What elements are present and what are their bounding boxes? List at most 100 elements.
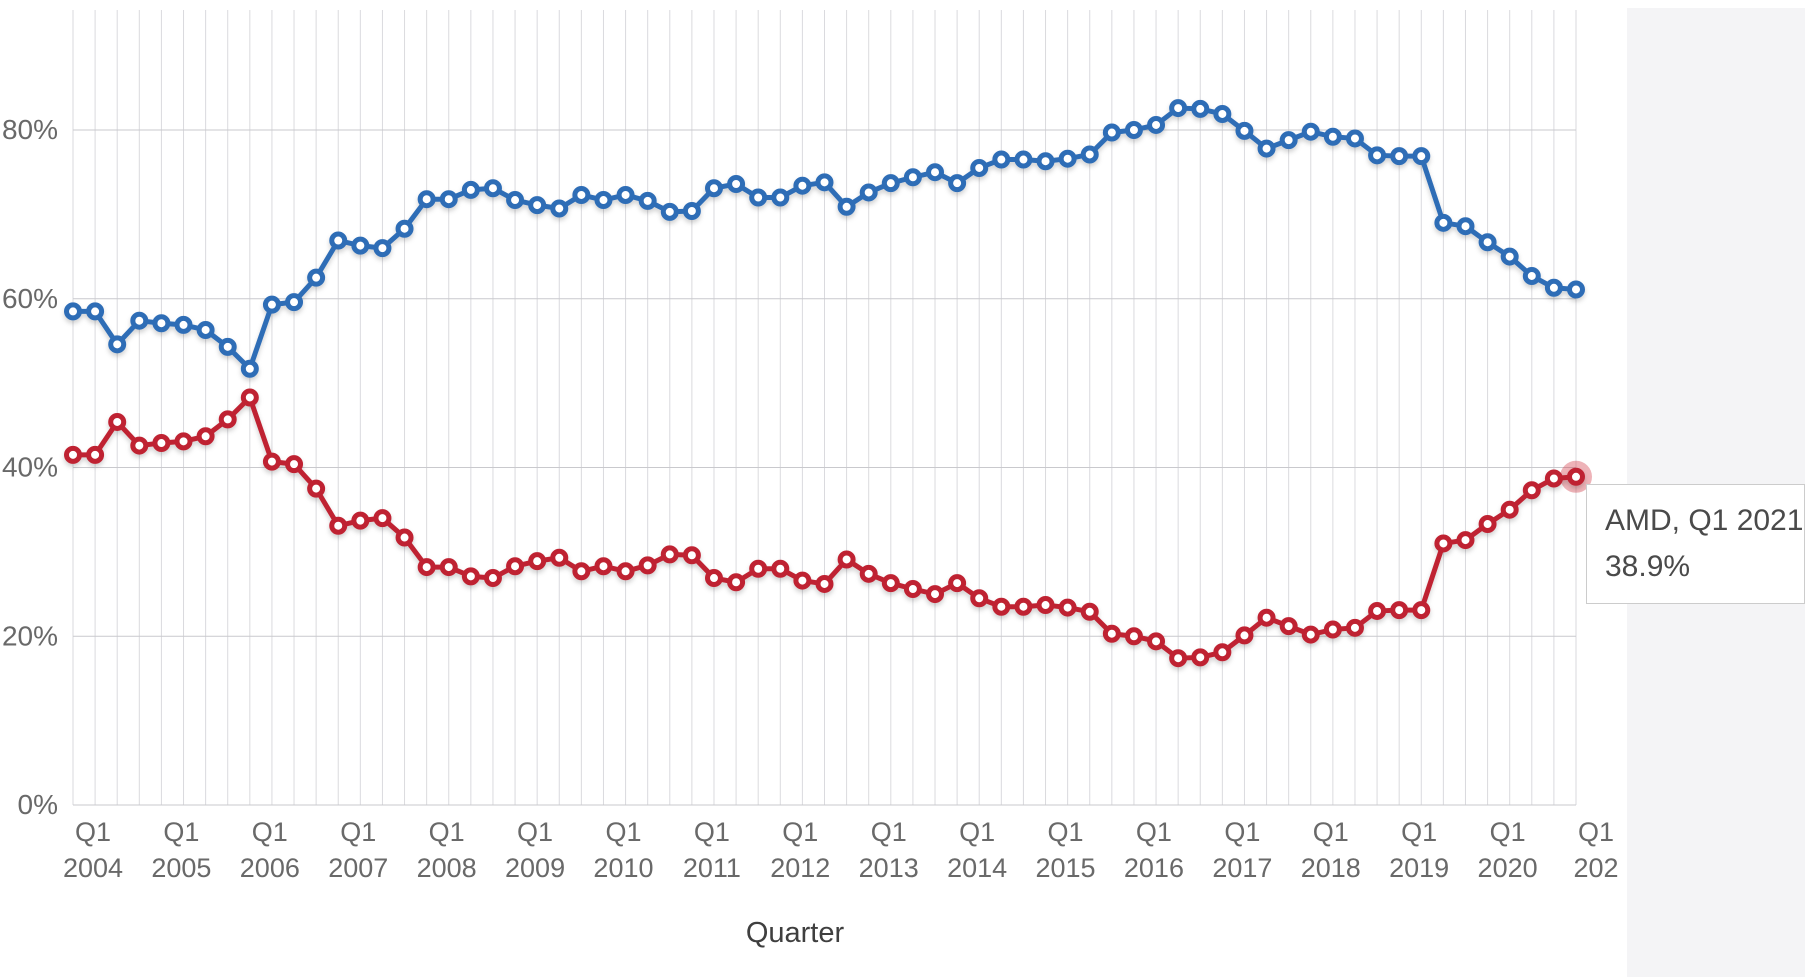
red-data-point[interactable] [1058, 598, 1077, 617]
red-data-point[interactable] [1345, 618, 1364, 637]
red-data-point[interactable] [992, 597, 1011, 616]
red-data-point[interactable] [395, 528, 414, 547]
blue-data-point[interactable] [550, 199, 569, 218]
blue-data-point[interactable] [704, 179, 723, 198]
red-data-point[interactable] [218, 410, 237, 429]
red-data-point[interactable] [64, 445, 82, 464]
red-data-point[interactable] [1412, 601, 1431, 620]
blue-data-point[interactable] [815, 173, 834, 192]
red-data-point[interactable] [815, 574, 834, 593]
red-data-point[interactable] [594, 557, 613, 576]
red-data-point[interactable] [903, 580, 922, 598]
red-data-point[interactable] [108, 412, 127, 431]
red-data-point[interactable] [1434, 534, 1453, 553]
blue-data-point[interactable] [461, 180, 480, 199]
red-data-point[interactable] [196, 427, 215, 446]
red-data-point[interactable] [970, 589, 989, 608]
blue-data-point[interactable] [174, 315, 193, 334]
blue-data-point[interactable] [1169, 99, 1188, 118]
blue-data-point[interactable] [572, 185, 591, 204]
blue-data-point[interactable] [1102, 123, 1121, 142]
red-data-point[interactable] [1169, 649, 1188, 668]
blue-data-point[interactable] [196, 320, 215, 339]
blue-data-point[interactable] [285, 293, 304, 312]
blue-data-point[interactable] [1522, 266, 1541, 285]
blue-data-point[interactable] [903, 168, 922, 187]
blue-data-point[interactable] [970, 158, 989, 177]
red-data-point[interactable] [704, 569, 723, 588]
blue-data-point[interactable] [616, 185, 635, 204]
red-data-point[interactable] [1368, 601, 1387, 620]
red-data-point[interactable] [1478, 515, 1497, 534]
blue-data-point[interactable] [1500, 247, 1519, 266]
blue-data-point[interactable] [926, 163, 945, 182]
red-data-point[interactable] [771, 559, 790, 578]
blue-data-point[interactable] [1390, 147, 1409, 166]
red-data-point[interactable] [859, 564, 878, 583]
red-data-point[interactable] [351, 511, 370, 530]
blue-data-point[interactable] [1368, 146, 1387, 165]
blue-data-point[interactable] [1478, 233, 1497, 252]
blue-data-point[interactable] [1036, 152, 1055, 171]
red-data-point[interactable] [439, 558, 458, 577]
blue-data-point[interactable] [351, 236, 370, 255]
blue-data-point[interactable] [727, 175, 746, 193]
red-data-point[interactable] [528, 552, 547, 571]
blue-data-point[interactable] [638, 191, 657, 210]
red-data-point[interactable] [1213, 643, 1232, 662]
blue-data-point[interactable] [1434, 213, 1453, 232]
red-data-point[interactable] [1522, 481, 1541, 500]
red-data-point[interactable] [174, 432, 193, 451]
blue-data-point[interactable] [594, 191, 613, 210]
red-data-point[interactable] [550, 548, 569, 567]
blue-data-point[interactable] [1345, 129, 1364, 148]
blue-data-point[interactable] [108, 335, 127, 354]
blue-data-point[interactable] [793, 176, 812, 195]
blue-data-point[interactable] [948, 174, 967, 193]
blue-data-point[interactable] [1191, 99, 1210, 118]
blue-data-point[interactable] [1124, 121, 1143, 139]
red-data-point[interactable] [1567, 467, 1585, 486]
red-data-point[interactable] [152, 434, 171, 453]
blue-data-point[interactable] [660, 202, 679, 221]
red-data-point[interactable] [329, 516, 348, 535]
red-data-point[interactable] [506, 557, 525, 576]
red-data-point[interactable] [948, 574, 967, 593]
blue-data-point[interactable] [130, 311, 149, 330]
red-data-point[interactable] [682, 546, 701, 565]
red-data-point[interactable] [373, 509, 392, 528]
red-data-point[interactable] [837, 550, 856, 569]
red-data-point[interactable] [727, 573, 746, 592]
red-data-point[interactable] [793, 571, 812, 590]
red-data-point[interactable] [1014, 597, 1033, 616]
red-data-point[interactable] [1323, 620, 1342, 639]
red-data-point[interactable] [1036, 596, 1055, 615]
blue-data-point[interactable] [152, 314, 171, 333]
red-data-point[interactable] [262, 452, 281, 471]
blue-data-point[interactable] [682, 202, 701, 220]
blue-data-point[interactable] [1456, 217, 1475, 236]
red-data-point[interactable] [749, 559, 768, 578]
red-data-point[interactable] [926, 585, 945, 604]
blue-data-point[interactable] [837, 197, 856, 216]
red-data-point[interactable] [1191, 648, 1210, 667]
red-data-point[interactable] [1235, 626, 1254, 645]
blue-data-point[interactable] [307, 268, 326, 287]
red-data-point[interactable] [130, 436, 149, 455]
blue-data-point[interactable] [859, 183, 878, 202]
red-data-point[interactable] [1257, 608, 1276, 627]
blue-data-point[interactable] [64, 302, 82, 321]
blue-data-point[interactable] [1412, 147, 1431, 166]
red-data-point[interactable] [483, 569, 502, 588]
red-data-point[interactable] [1102, 624, 1121, 643]
red-data-point[interactable] [616, 562, 635, 581]
blue-data-point[interactable] [240, 359, 259, 378]
blue-data-point[interactable] [1567, 280, 1585, 299]
blue-data-point[interactable] [1257, 139, 1276, 158]
blue-data-point[interactable] [1147, 115, 1166, 134]
blue-data-point[interactable] [329, 231, 348, 250]
blue-data-point[interactable] [506, 191, 525, 210]
red-data-point[interactable] [881, 574, 900, 593]
blue-data-point[interactable] [1323, 127, 1342, 146]
blue-data-point[interactable] [1235, 121, 1254, 140]
